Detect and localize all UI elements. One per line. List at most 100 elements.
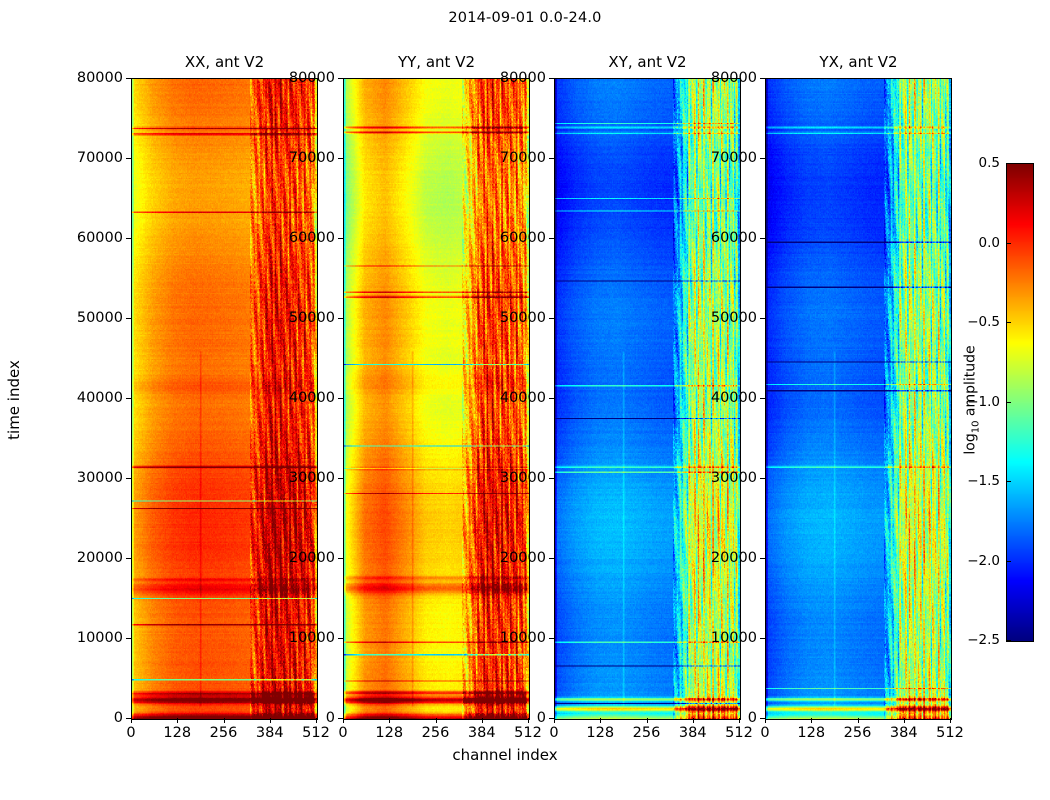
- colorbar[interactable]: [1006, 163, 1034, 642]
- y-tick-mark: [338, 318, 343, 319]
- panel-title-yy: YY, ant V2: [397, 53, 475, 71]
- y-tick-label: 30000: [710, 470, 757, 486]
- x-tick-mark: [435, 718, 437, 723]
- y-tick-mark: [338, 398, 343, 399]
- y-tick-mark: [338, 158, 343, 159]
- x-tick-label: 256: [632, 725, 661, 741]
- x-tick-label: 384: [889, 725, 918, 741]
- y-axis-label: time index: [5, 360, 23, 440]
- heatmap-panel-xx[interactable]: XX, ant V2: [131, 53, 318, 720]
- x-tick-label: 256: [843, 725, 872, 741]
- colorbar-gradient: [1007, 164, 1033, 641]
- y-tick-mark: [760, 318, 765, 319]
- y-tick-mark: [126, 638, 131, 639]
- panel-title-xy: XY, ant V2: [608, 53, 687, 71]
- heatmap-panel-xy[interactable]: XY, ant V2: [554, 53, 741, 720]
- y-tick-label: 30000: [76, 470, 123, 486]
- heatmap-image-xy: [555, 79, 740, 719]
- x-tick-mark: [528, 718, 529, 723]
- y-tick-mark: [760, 78, 765, 79]
- y-tick-mark: [126, 558, 131, 559]
- y-tick-label: 20000: [499, 550, 546, 566]
- panel-title-xx: XX, ant V2: [184, 53, 265, 71]
- x-tick-mark: [739, 718, 740, 723]
- x-tick-label: 0: [760, 725, 770, 741]
- y-tick-mark: [760, 478, 765, 479]
- heatmap-image-yx: [766, 79, 951, 719]
- y-tick-mark: [760, 158, 765, 159]
- y-tick-label: 70000: [499, 150, 546, 166]
- y-tick-label: 70000: [710, 150, 757, 166]
- x-tick-label: 128: [797, 725, 826, 741]
- y-tick-mark: [338, 718, 343, 719]
- x-tick-mark: [131, 718, 132, 723]
- y-tick-label: 40000: [76, 390, 123, 406]
- y-tick-mark: [338, 638, 343, 639]
- y-tick-label: 70000: [288, 150, 335, 166]
- y-tick-mark: [760, 638, 765, 639]
- y-tick-mark: [338, 478, 343, 479]
- y-tick-mark: [549, 558, 554, 559]
- x-tick-mark: [646, 718, 648, 723]
- y-tick-mark: [126, 398, 131, 399]
- colorbar-tick-label: −0.5: [967, 314, 1000, 330]
- x-axis-label: channel index: [452, 746, 558, 764]
- x-tick-label: 384: [678, 725, 707, 741]
- x-tick-mark: [177, 718, 179, 723]
- y-tick-mark: [549, 638, 554, 639]
- y-tick-label: 60000: [76, 230, 123, 246]
- y-tick-mark: [549, 158, 554, 159]
- y-tick-mark: [760, 558, 765, 559]
- y-tick-label: 40000: [288, 390, 335, 406]
- x-tick-mark: [950, 718, 951, 723]
- y-tick-label: 0: [536, 710, 546, 726]
- colorbar-tick-mark: [1006, 401, 1011, 403]
- heatmap-image-xx: [132, 79, 317, 719]
- y-tick-label: 50000: [76, 310, 123, 326]
- x-tick-mark: [269, 718, 271, 723]
- x-tick-mark: [343, 718, 344, 723]
- y-tick-label: 10000: [76, 630, 123, 646]
- x-tick-mark: [316, 718, 317, 723]
- x-tick-label: 0: [126, 725, 136, 741]
- colorbar-tick-label: 0.0: [978, 234, 1000, 251]
- y-tick-mark: [549, 718, 554, 719]
- colorbar-tick-mark: [1006, 242, 1011, 244]
- heatmap-panel-yx[interactable]: YX, ant V2: [765, 53, 952, 720]
- x-tick-mark: [554, 718, 555, 723]
- colorbar-label: log10 amplitude: [962, 345, 982, 455]
- y-tick-mark: [126, 718, 131, 719]
- x-tick-mark: [692, 718, 694, 723]
- x-tick-mark: [481, 718, 483, 723]
- y-tick-label: 20000: [710, 550, 757, 566]
- y-tick-label: 20000: [288, 550, 335, 566]
- y-tick-label: 40000: [499, 390, 546, 406]
- figure-title: 2014-09-01 0.0-24.0: [448, 10, 602, 26]
- x-tick-label: 384: [467, 725, 496, 741]
- y-tick-label: 20000: [76, 550, 123, 566]
- y-tick-mark: [549, 318, 554, 319]
- x-tick-label: 384: [255, 725, 284, 741]
- y-tick-mark: [760, 398, 765, 399]
- colorbar-tick-mark: [1006, 560, 1011, 562]
- x-tick-mark: [600, 718, 602, 723]
- x-tick-mark: [857, 718, 859, 723]
- x-tick-label: 512: [936, 725, 964, 741]
- y-tick-mark: [338, 558, 343, 559]
- x-tick-label: 128: [163, 725, 192, 741]
- heatmap-panel-yy[interactable]: YY, ant V2: [343, 53, 530, 720]
- y-tick-label: 10000: [288, 630, 335, 646]
- y-tick-mark: [549, 78, 554, 79]
- y-tick-mark: [549, 398, 554, 399]
- x-tick-label: 512: [725, 725, 753, 741]
- y-tick-label: 0: [325, 710, 335, 726]
- y-tick-label: 0: [113, 710, 123, 726]
- y-tick-label: 80000: [710, 70, 757, 86]
- y-tick-mark: [549, 238, 554, 239]
- colorbar-tick-label: −2.0: [967, 552, 1000, 569]
- y-tick-mark: [338, 238, 343, 239]
- colorbar-tick-label: 0.5: [978, 155, 1000, 171]
- y-tick-label: 50000: [288, 310, 335, 326]
- y-tick-mark: [126, 238, 131, 239]
- x-tick-label: 512: [302, 725, 330, 741]
